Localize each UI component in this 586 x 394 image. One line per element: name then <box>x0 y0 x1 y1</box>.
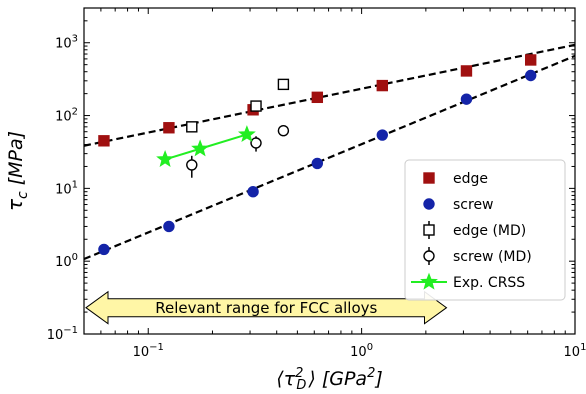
data-point <box>156 150 175 168</box>
data-point <box>237 125 256 143</box>
data-point <box>98 135 110 147</box>
series-edge-md- <box>186 78 290 133</box>
data-point <box>250 137 262 149</box>
data-point <box>186 159 198 171</box>
legend-marker <box>423 172 435 184</box>
data-point <box>460 65 473 77</box>
legend-marker <box>423 250 435 262</box>
range-annotation-text: Relevant range for FCC alloys <box>155 299 377 317</box>
legend-entry: screw (MD) <box>423 247 532 265</box>
series-screw <box>98 69 537 256</box>
legend-marker <box>423 198 435 210</box>
legend-label: edge <box>453 171 488 187</box>
data-point <box>163 220 175 233</box>
legend-entry: edge <box>423 171 488 187</box>
data-point <box>311 91 324 104</box>
series-edge <box>98 54 537 147</box>
legend-marker <box>423 224 435 236</box>
range-arrow <box>85 290 448 325</box>
x-tick-label: 10−1 <box>133 342 164 360</box>
data-point <box>247 186 259 198</box>
legend-label: screw <box>453 197 494 213</box>
data-point <box>524 54 537 66</box>
series-screw-md- <box>186 124 290 178</box>
data-point <box>524 69 537 82</box>
x-tick-label: 101 <box>564 342 586 360</box>
series-exp-crss <box>156 125 256 168</box>
axes: 10−1 100 101 10−1 100 101 102 103 <box>47 7 586 360</box>
legend-entry: Exp. CRSS <box>411 272 525 291</box>
data-point <box>191 139 210 157</box>
y-tick-label: 103 <box>55 34 78 52</box>
y-tick-label: 101 <box>55 179 78 197</box>
x-tick-label: 100 <box>350 342 373 360</box>
legend-entry: screw <box>423 197 494 213</box>
legend-marker <box>420 272 438 290</box>
data-point <box>376 79 388 92</box>
y-axis-title: τc [MPa] <box>3 131 31 211</box>
legend-entry: edge (MD) <box>423 221 526 239</box>
data-point <box>163 122 175 134</box>
legend-label: edge (MD) <box>453 223 526 239</box>
data-point <box>277 78 290 91</box>
range-annotation: Relevant range for FCC alloys <box>85 290 448 325</box>
data-point <box>250 100 262 112</box>
plot-frame <box>83 7 576 335</box>
data-points <box>98 54 537 256</box>
x-axis-label: ⟨τ2 D ⟩ [GPa2] <box>276 366 383 393</box>
y-tick-label: 10−1 <box>47 325 78 343</box>
legend: edge screw edge (MD) screw (MD) Exp. CRSS <box>404 159 566 301</box>
data-point <box>460 93 473 105</box>
y-axis-label: τc [MPa] <box>3 131 31 211</box>
data-point <box>311 157 324 170</box>
data-point <box>98 243 110 256</box>
fit-line-edge <box>83 43 576 147</box>
x-axis-title: ⟨τ2 D ⟩ [GPa2] <box>276 366 383 393</box>
legend-box <box>404 159 566 301</box>
y-tick-label: 102 <box>55 107 78 125</box>
data-point <box>277 124 290 137</box>
data-point <box>186 121 198 133</box>
data-point <box>376 129 388 141</box>
legend-label: screw (MD) <box>453 249 532 265</box>
legend-label: Exp. CRSS <box>453 275 525 291</box>
y-tick-label: 100 <box>55 252 78 270</box>
